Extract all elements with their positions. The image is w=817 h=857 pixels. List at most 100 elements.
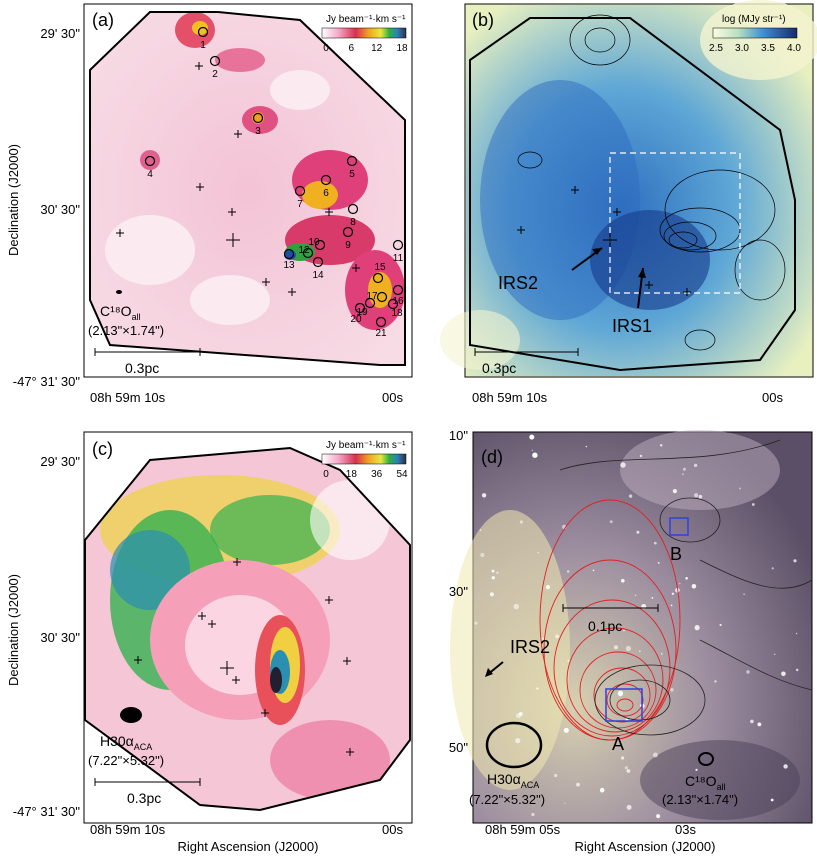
source-number: 20 <box>350 314 362 325</box>
star <box>599 787 605 793</box>
source-marker <box>320 174 332 186</box>
star <box>698 494 703 499</box>
star <box>635 594 637 596</box>
star <box>751 503 755 506</box>
star <box>496 571 499 574</box>
source-marker <box>375 316 387 328</box>
colorbar-tick: 36 <box>371 469 383 480</box>
colorbar-tick: 18 <box>346 469 358 480</box>
source-marker <box>314 239 326 251</box>
ylabel-top: Declination (J2000) <box>6 144 21 256</box>
star <box>636 530 640 534</box>
colorbar-tick: 54 <box>396 469 408 480</box>
colorbar-b <box>712 27 798 39</box>
star <box>660 652 663 655</box>
dec-tick-d-1: 10" <box>449 428 468 443</box>
star <box>479 529 482 532</box>
source-number: 11 <box>393 253 404 264</box>
beam-d-c18o-size: (2.13"×1.74") <box>662 792 738 807</box>
colorbar-tick: 12 <box>371 43 383 54</box>
ra-tick-c-2: 00s <box>382 822 403 837</box>
source-number: 16 <box>392 296 404 307</box>
stars-d <box>474 434 799 819</box>
star <box>771 567 774 570</box>
panel-c-label: (c) <box>92 439 113 459</box>
star <box>739 487 741 490</box>
star <box>491 569 495 573</box>
star <box>671 592 675 595</box>
source-number: 4 <box>147 169 153 180</box>
irs2-label-b: IRS2 <box>498 273 538 293</box>
star <box>628 494 633 498</box>
dec-tick-a-3: -47° 31' 30" <box>13 374 81 389</box>
star <box>652 752 658 758</box>
star <box>682 473 684 476</box>
colorbar-tick: 0 <box>323 43 329 54</box>
source-marker <box>354 302 366 314</box>
star <box>656 814 661 819</box>
star <box>563 727 569 733</box>
beam-d-c18o-name: C¹⁸Oall <box>685 773 726 792</box>
scalebar-c: 0.3pc <box>127 790 161 806</box>
star <box>719 623 722 627</box>
star <box>691 584 697 589</box>
colorbar-c-title: Jy beam⁻¹·km s⁻¹ <box>326 440 406 451</box>
dec-tick-c-3: -47° 31' 30" <box>13 804 81 819</box>
star <box>545 585 551 590</box>
star <box>626 769 631 773</box>
star <box>489 592 494 597</box>
colorbar-b-title: log (MJy str⁻¹) <box>722 14 786 25</box>
star <box>793 559 797 563</box>
source-number: 15 <box>374 262 386 273</box>
beam-c <box>120 707 142 723</box>
dec-tick-c-1: 29' 30" <box>40 454 80 469</box>
star <box>670 688 674 692</box>
source-number: 6 <box>323 188 329 199</box>
zoom-box <box>609 152 741 294</box>
xlabel-right: Right Ascension (J2000) <box>575 839 716 854</box>
star <box>532 452 538 458</box>
source-number: 8 <box>350 217 356 228</box>
star <box>576 782 580 787</box>
panel-d-label: (d) <box>481 447 503 467</box>
colorbar-tick: 2.5 <box>709 43 723 54</box>
colorbar-a <box>321 27 407 39</box>
star <box>536 687 539 690</box>
source-marker <box>364 297 376 309</box>
star <box>567 659 570 662</box>
star <box>795 668 799 672</box>
colorbar-tick: 18 <box>396 43 408 54</box>
source-number: 5 <box>349 169 355 180</box>
contours-b <box>517 14 786 351</box>
source-number: 14 <box>312 270 324 281</box>
star <box>613 645 619 650</box>
star <box>501 773 503 776</box>
irs1-label-b: IRS1 <box>612 316 652 336</box>
source-number: 17 <box>366 291 378 302</box>
source-number: 18 <box>391 308 403 319</box>
star <box>621 756 625 760</box>
ra-tick-a-1: 08h 59m 10s <box>90 390 166 405</box>
star <box>585 445 588 448</box>
star <box>638 650 641 653</box>
star <box>795 632 798 635</box>
star <box>554 773 558 778</box>
ra-tick-d-1: 08h 59m 05s <box>485 822 561 837</box>
source-marker <box>312 256 324 268</box>
box-a <box>605 688 643 722</box>
source-marker <box>392 284 404 296</box>
dec-tick-c-2: 30' 30" <box>40 630 80 645</box>
dec-tick-d-3: 50" <box>449 740 468 755</box>
box-b <box>669 517 689 536</box>
source-number: 3 <box>255 126 261 137</box>
source-number: 13 <box>283 260 295 271</box>
source-number: 2 <box>212 69 218 80</box>
source-marker <box>283 248 295 260</box>
star <box>693 463 698 468</box>
beam-a-size: (2.13"×1.74") <box>88 323 164 338</box>
ra-tick-b-1: 08h 59m 10s <box>472 390 548 405</box>
panel-b-label: (b) <box>472 10 494 30</box>
c18o-contours-d <box>559 439 813 736</box>
star <box>694 625 700 631</box>
